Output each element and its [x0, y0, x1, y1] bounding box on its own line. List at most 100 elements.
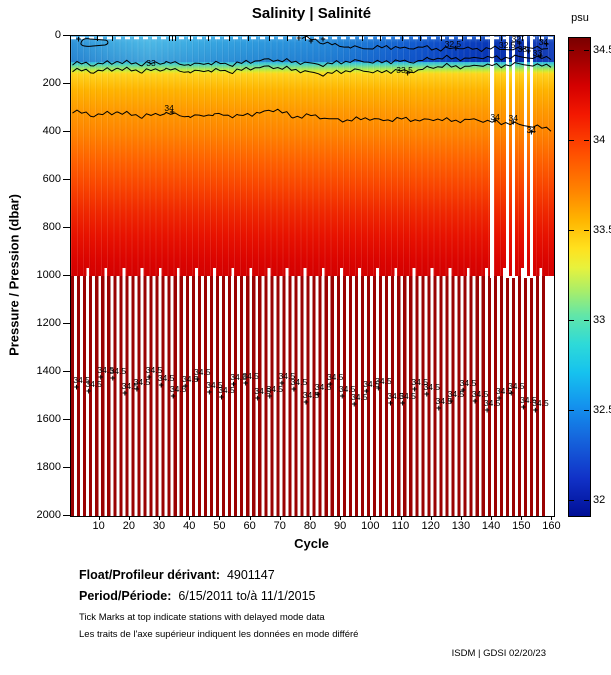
contour-plus-marker: +	[520, 402, 526, 413]
contour-plus-marker: +	[327, 379, 333, 390]
contour-label-34.5: 34.5	[520, 395, 537, 406]
contour-label-34.5: 34.5	[290, 377, 308, 388]
x-tick-mark	[279, 516, 281, 520]
colorbar-tick-label: 34.5	[593, 44, 611, 56]
contour-label-34.5: 34.5	[314, 381, 332, 392]
contour-label-34.5: 34.5	[532, 398, 549, 409]
colorbar-tick-label: 33	[593, 314, 606, 326]
contour-label-34.5: 34.5	[109, 366, 127, 377]
y-tick-label: 1000	[36, 269, 61, 281]
colorbar-tick-right	[584, 410, 589, 411]
contour-plus-marker: +	[351, 398, 357, 409]
y-tick-label: 800	[42, 221, 61, 233]
contour-label-34.5: 34.5	[399, 391, 416, 402]
contour-label-33.5: 33.5	[396, 64, 413, 75]
contour-label-34.5: 34.5	[97, 365, 114, 376]
contour-plus-marker: +	[460, 384, 466, 395]
x-tick-label: 100	[361, 520, 380, 532]
contour-plus-marker: +	[206, 386, 213, 397]
y-tick-label: 0	[54, 29, 61, 41]
contour-lines-overlay	[71, 36, 554, 132]
y-tick-mark	[63, 34, 70, 36]
delayed-mode-tick	[522, 36, 524, 41]
x-tick-mark	[159, 516, 161, 520]
contour-label-34: 34	[490, 111, 500, 122]
contour-label-34.5: 34.5	[230, 371, 247, 382]
missing-profile-stripe	[490, 36, 494, 278]
colorbar-tick-left	[569, 140, 574, 141]
x-tick-label: 160	[542, 520, 561, 532]
contour-label-34.5: 34.5	[121, 380, 139, 391]
x-axis-label: Cycle	[294, 536, 329, 551]
contour-plus-marker: +	[291, 384, 297, 395]
delayed-mode-tick	[501, 36, 503, 41]
contour-label-34.5: 34.5	[338, 384, 356, 395]
x-tick-label: 120	[421, 520, 440, 532]
delayed-mode-tick	[172, 36, 174, 41]
contour-plus-marker: +	[448, 395, 454, 406]
contour-label-34.5: 34.5	[266, 384, 284, 395]
colorbar-tick-label: 33.5	[593, 224, 611, 236]
y-tick-mark	[63, 322, 70, 324]
contour-plus-marker: +	[532, 405, 539, 416]
contour-label-34.5: 34.5	[435, 395, 453, 406]
colorbar-tick-right	[584, 320, 589, 321]
colorbar-unit-label: psu	[571, 12, 589, 24]
y-tick-label: 1200	[36, 317, 61, 329]
delayed-mode-tick	[190, 36, 192, 41]
x-tick-label: 40	[183, 520, 196, 532]
contour-label-34.5: 34.5	[85, 378, 102, 389]
y-tick-mark	[63, 82, 70, 84]
colorbar-tick-left	[569, 500, 574, 501]
contour-plus-marker: +	[170, 391, 176, 402]
contour-label-34.5: 34.5	[351, 391, 368, 402]
y-tick-mark	[63, 514, 70, 516]
contour-label-34.5: 34.5	[133, 377, 151, 388]
y-tick-mark	[63, 274, 70, 276]
colorbar-tick-right	[584, 500, 589, 501]
y-tick-label: 400	[42, 125, 61, 137]
contour-plus-marker: +	[387, 397, 394, 408]
contour-label-34: 34	[164, 103, 174, 113]
plot-title: Salinity | Salinité	[251, 5, 372, 22]
y-tick-mark	[63, 418, 70, 420]
contour-plus-marker: +	[308, 36, 314, 47]
contour-plus-marker: +	[158, 379, 164, 390]
contour-label-34.5: 34.5	[181, 374, 199, 385]
contour-plus-marker: +	[436, 402, 442, 413]
contour-label-34.5: 34.5	[507, 380, 525, 391]
x-tick-mark	[551, 516, 553, 520]
contour-label-34.5: 34.5	[495, 386, 513, 397]
contour-line-33	[72, 54, 552, 68]
missing-profile-stripe	[523, 36, 528, 278]
delayed-mode-tick	[419, 36, 421, 41]
x-tick-mark	[219, 516, 221, 520]
colorbar-tick-label: 34	[593, 134, 606, 146]
contour-line-34	[72, 108, 552, 132]
contour-plus-marker: +	[296, 35, 302, 43]
x-tick-mark	[521, 516, 523, 520]
contour-plus-marker: +	[110, 373, 116, 384]
contour-line-33.5	[72, 62, 552, 77]
contour-plus-marker: +	[134, 384, 140, 395]
float-id-label: Float/Profileur dérivant:	[79, 568, 220, 582]
contour-plus-marker: +	[412, 384, 418, 395]
y-tick-label: 200	[42, 77, 61, 89]
contour-label-34.5: 34.5	[387, 390, 404, 401]
x-tick-mark	[400, 516, 402, 520]
contour-plus-marker: +	[315, 388, 321, 399]
contour-plus-marker: +	[73, 382, 80, 393]
contour-label-34: 34	[526, 124, 537, 135]
delayed-mode-tick	[440, 36, 442, 41]
contour-plus-marker: +	[508, 387, 514, 398]
contour-plus-marker: +	[404, 68, 411, 79]
y-tick-mark	[63, 370, 70, 372]
x-tick-label: 50	[213, 520, 226, 532]
x-tick-label: 140	[481, 520, 501, 532]
contour-label-34.5: 34.5	[242, 370, 259, 381]
contour-label-34.5: 34.5	[278, 370, 296, 381]
contour-label-34.5: 34.5	[471, 388, 489, 399]
contour-label-34.5: 34.5	[73, 375, 90, 386]
contour-plus-marker: +	[537, 50, 544, 61]
